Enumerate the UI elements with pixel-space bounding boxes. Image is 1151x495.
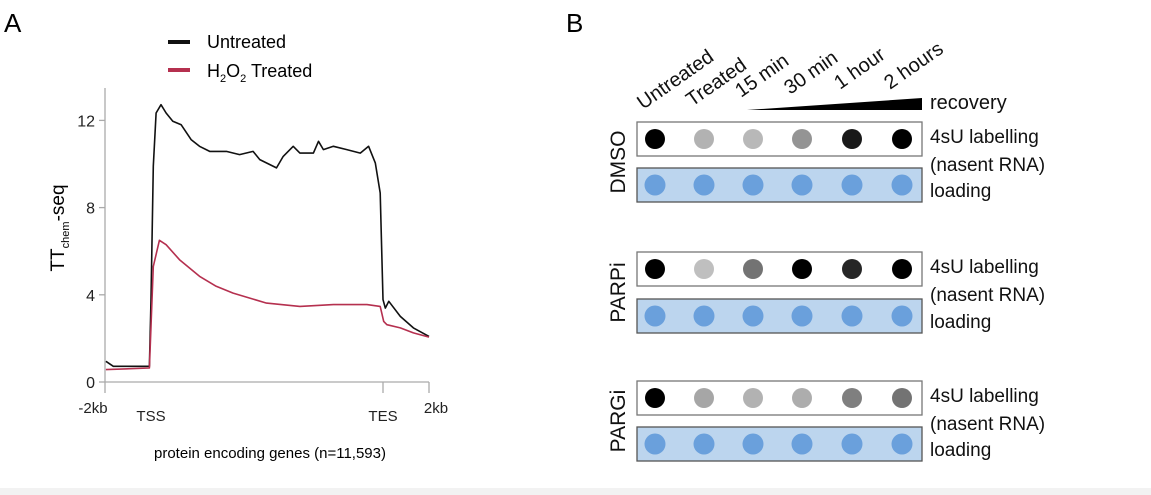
loading-dot	[791, 433, 813, 455]
loading-dot	[644, 433, 666, 455]
signal-dot	[892, 388, 912, 408]
loading-dot	[742, 433, 764, 455]
loading-label: loading	[930, 181, 991, 202]
signal-dot	[694, 259, 714, 279]
series-line-h2o2-treated	[105, 239, 430, 371]
recovery-label: recovery	[930, 92, 1007, 114]
legend-label-h2o2: H2O2 Treated	[207, 61, 312, 85]
x-tick-label: -2kb	[78, 400, 107, 417]
loading-strip	[636, 167, 923, 203]
signal-dot	[743, 129, 763, 149]
signal-label: 4sU labelling	[930, 127, 1039, 148]
recovery-wedge	[747, 98, 922, 110]
signal-dot	[645, 129, 665, 149]
signal-strip	[636, 121, 923, 157]
series-line-untreated	[105, 103, 430, 368]
loading-dot	[693, 305, 715, 327]
x-tick-label: TES	[368, 408, 397, 425]
loading-dot	[742, 305, 764, 327]
signal-dot	[892, 129, 912, 149]
y-axis-label: TTchem-seq	[48, 184, 72, 271]
signal-strip	[636, 380, 923, 416]
loading-dot	[644, 174, 666, 196]
x-tick-label: TSS	[136, 408, 165, 425]
bottom-band	[0, 488, 1151, 495]
signal-dot	[694, 388, 714, 408]
panel-b-label: B	[566, 8, 583, 38]
signal-strip	[636, 251, 923, 287]
panel-a-label: A	[4, 8, 22, 38]
group-label: PARPi	[607, 262, 630, 322]
x-tick-label: 2kb	[424, 400, 448, 417]
signal-sub-label: (nasent RNA)	[930, 155, 1045, 176]
blot-group-dmso: 4sU labelling (nasent RNA) loading DMSO	[607, 121, 1045, 203]
loading-dot	[693, 433, 715, 455]
signal-dot	[892, 259, 912, 279]
blot-group-parpi: 4sU labelling (nasent RNA) loading PARPi	[607, 251, 1045, 334]
y-tick-label: 8	[86, 201, 95, 218]
signal-dot	[792, 388, 812, 408]
loading-dot	[644, 305, 666, 327]
loading-label: loading	[930, 440, 991, 461]
line-chart: Untreated H2O2 Treated TTchem-seq protei…	[48, 32, 448, 462]
loading-dot	[742, 174, 764, 196]
loading-strip	[636, 298, 923, 334]
y-tick-label: 12	[77, 113, 95, 130]
signal-sub-label: (nasent RNA)	[930, 285, 1045, 306]
x-axis-label: protein encoding genes (n=11,593)	[154, 445, 386, 462]
signal-dot	[694, 129, 714, 149]
signal-dot	[743, 388, 763, 408]
loading-strip	[636, 426, 923, 462]
blot-group-pargi: 4sU labelling (nasent RNA) loading PARGi	[607, 380, 1045, 462]
signal-dot	[842, 129, 862, 149]
loading-dot	[891, 433, 913, 455]
signal-dot	[645, 259, 665, 279]
column-label: 30 min	[780, 47, 842, 99]
loading-label: loading	[930, 312, 991, 333]
loading-dot	[693, 174, 715, 196]
signal-label: 4sU labelling	[930, 257, 1039, 278]
legend-label-untreated: Untreated	[207, 32, 286, 52]
y-tick-label: 4	[86, 288, 95, 305]
signal-dot	[792, 259, 812, 279]
group-label: DMSO	[607, 131, 630, 194]
signal-dot	[792, 129, 812, 149]
loading-dot	[891, 305, 913, 327]
loading-dot	[891, 174, 913, 196]
column-label: 2 hours	[880, 38, 947, 94]
group-label: PARGi	[607, 390, 630, 453]
loading-dot	[841, 174, 863, 196]
signal-label: 4sU labelling	[930, 386, 1039, 407]
signal-dot	[842, 388, 862, 408]
loading-dot	[841, 433, 863, 455]
loading-dot	[841, 305, 863, 327]
signal-dot	[743, 259, 763, 279]
column-label: 1 hour	[830, 43, 889, 94]
legend: Untreated H2O2 Treated	[168, 32, 312, 85]
signal-dot	[842, 259, 862, 279]
loading-dot	[791, 174, 813, 196]
signal-sub-label: (nasent RNA)	[930, 414, 1045, 435]
y-tick-label: 0	[86, 375, 95, 392]
signal-dot	[645, 388, 665, 408]
loading-dot	[791, 305, 813, 327]
